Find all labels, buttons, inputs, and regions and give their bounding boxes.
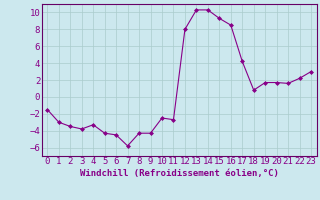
X-axis label: Windchill (Refroidissement éolien,°C): Windchill (Refroidissement éolien,°C) [80,169,279,178]
